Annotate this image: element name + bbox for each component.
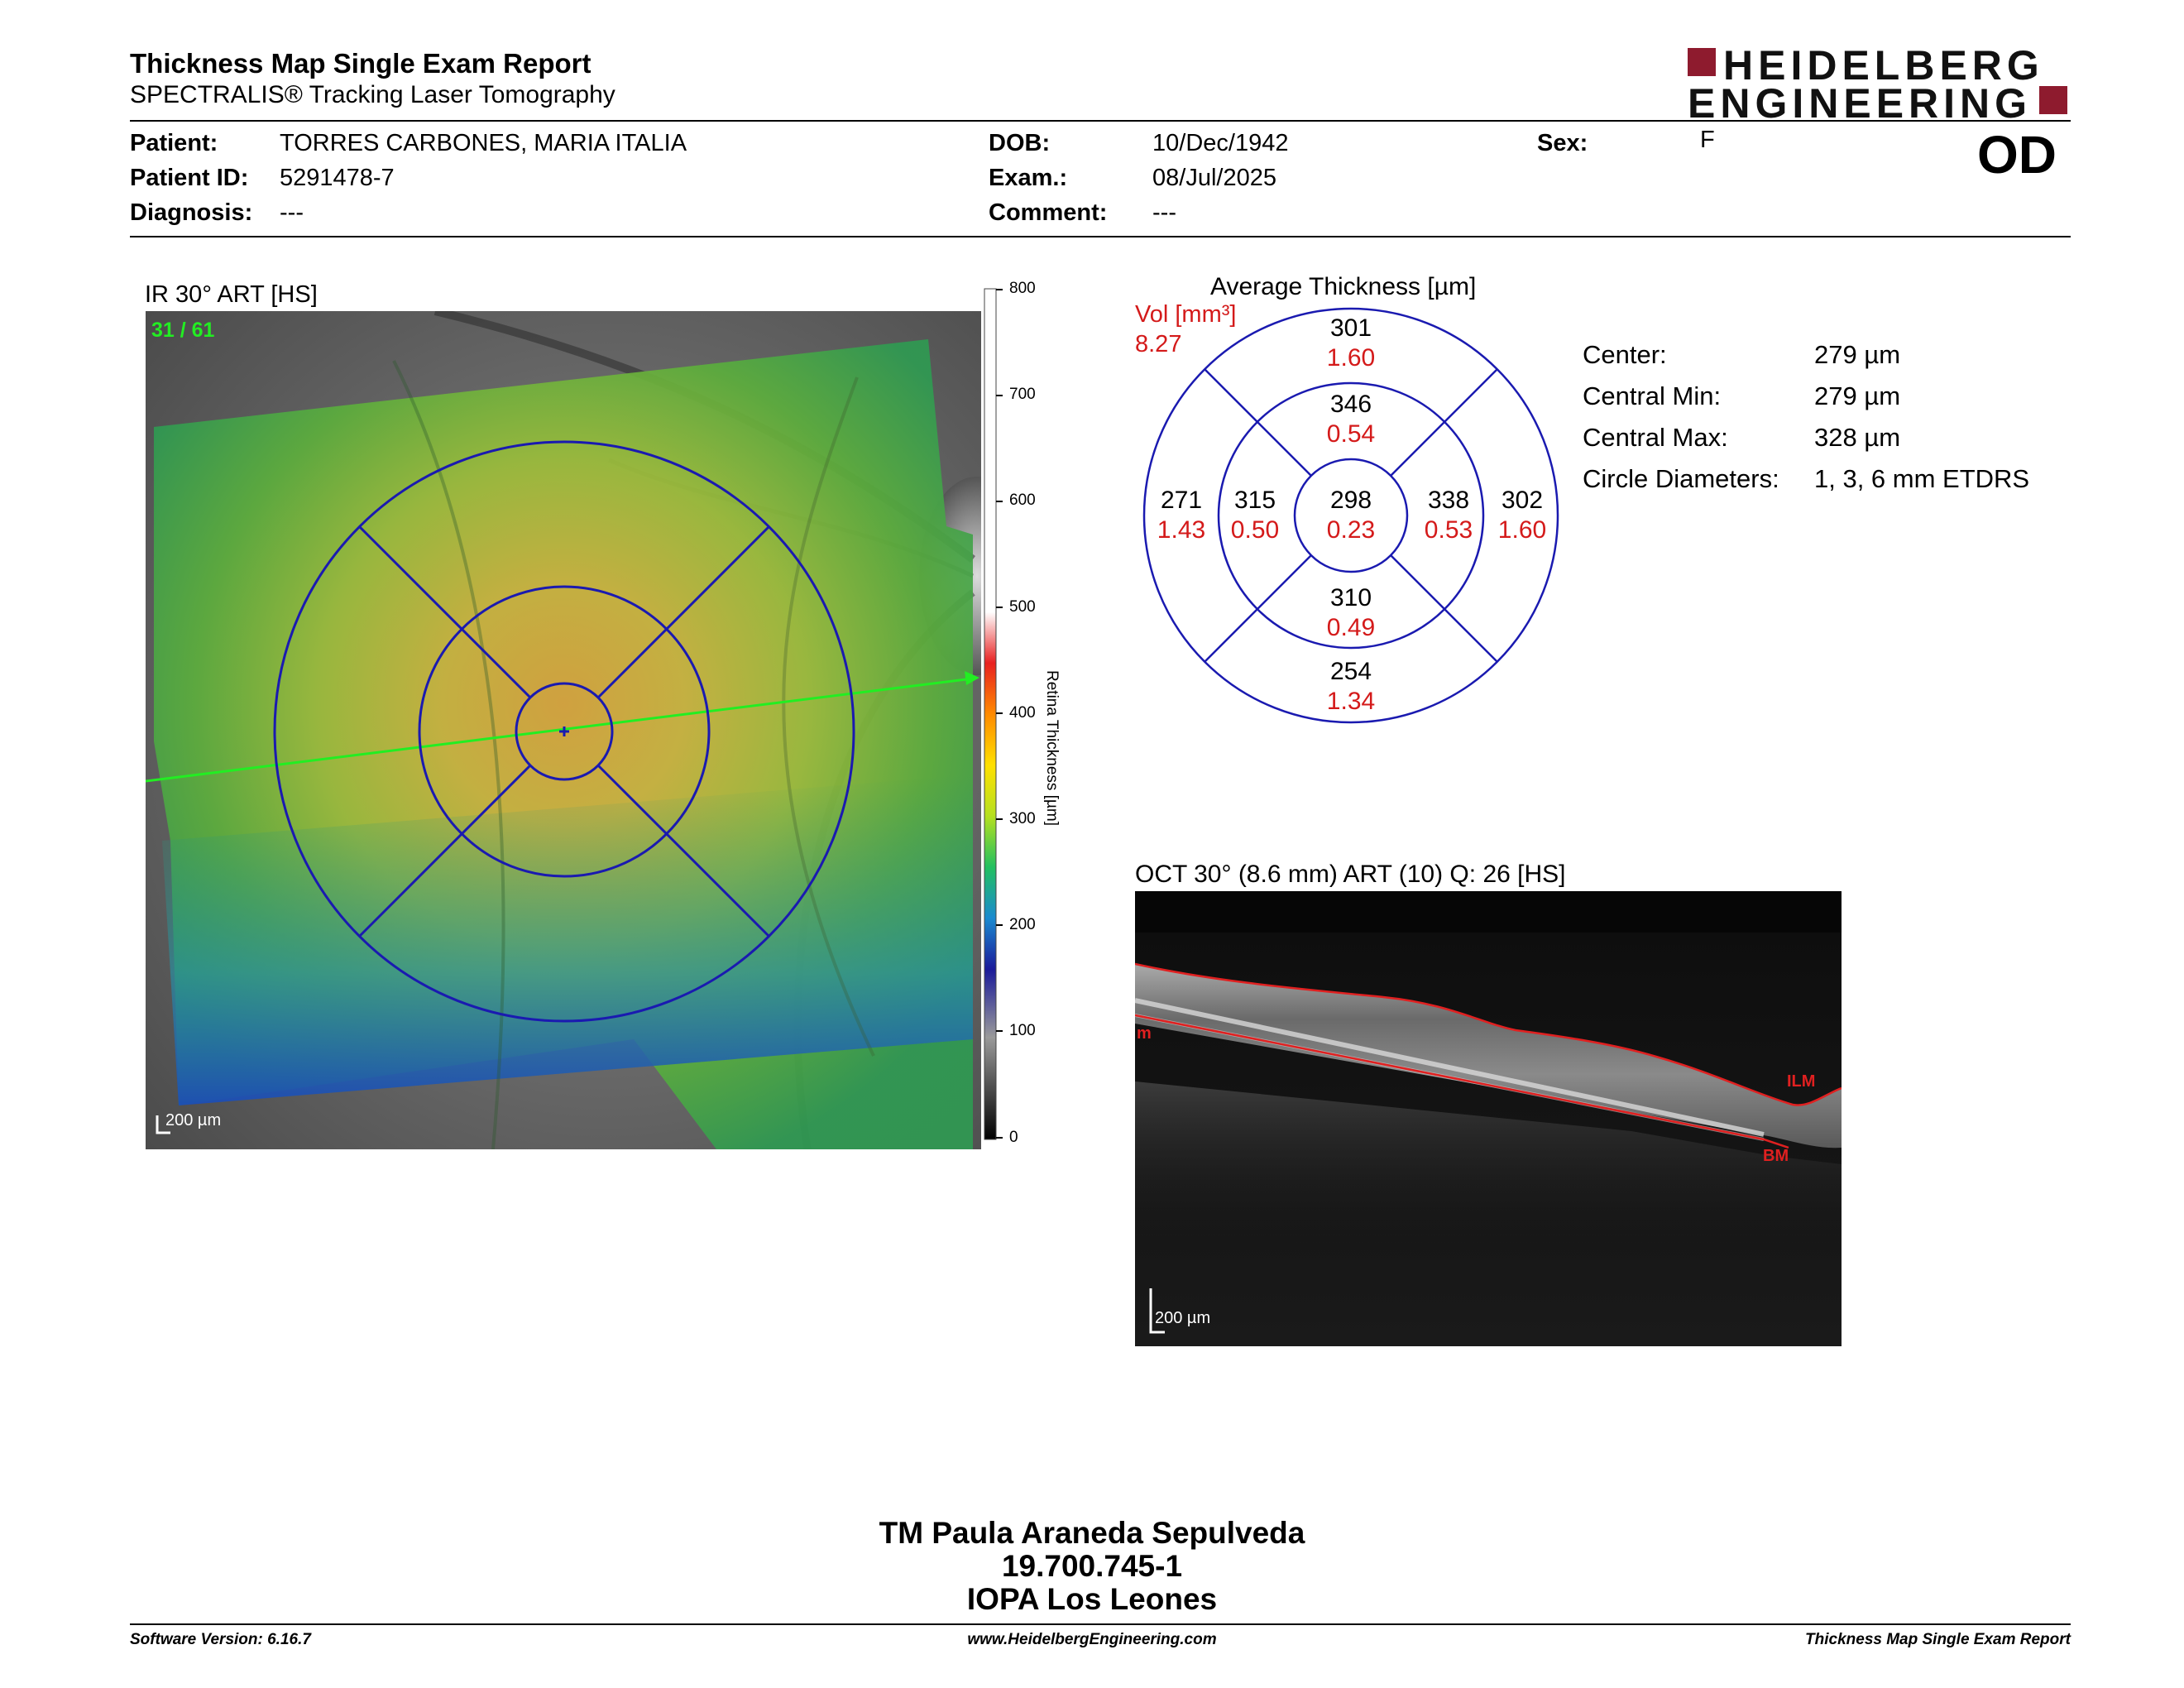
colorbar-tick-label: 400 [1009,704,1036,722]
etdrs-inner-superior-thickness: 346 [1329,391,1372,418]
report-title: Thickness Map Single Exam Report [130,48,592,79]
exam-label: Exam.: [989,165,1068,191]
etdrs-inner-nasal-volume: 0.53 [1424,516,1473,544]
sex-label: Sex: [1537,130,1588,156]
thickness-map-image [146,311,981,1149]
website-link[interactable]: www.HeidelbergEngineering.com [967,1631,1217,1648]
colorbar-label-wrap: Retina Thickness [µm] [1038,629,1066,877]
colorbar-tick-label: 300 [1009,810,1036,827]
colorbar-tick-label: 500 [1009,598,1036,616]
vol-total: 8.27 [1135,331,1182,357]
etdrs-outer-nasal-thickness: 302 [1501,487,1544,514]
bm-label: BM [1763,1147,1789,1165]
footer-report-name: Thickness Map Single Exam Report [1805,1631,2071,1648]
colorbar-tick-label: 0 [1009,1129,1018,1146]
oct-caption: OCT 30° (8.6 mm) ART (10) Q: 26 [HS] [1135,861,1566,888]
etdrs-center-thickness: 298 [1329,487,1372,514]
oct-scale-bar-label: 200 µm [1155,1309,1211,1327]
patient-id: 5291478-7 [280,165,395,191]
comment-label: Comment: [989,199,1108,226]
colorbar-tick-label: 100 [1009,1022,1036,1039]
etdrs-outer-inferior-volume: 1.34 [1326,688,1376,715]
patient-name: TORRES CARBONES, MARIA ITALIA [280,130,687,156]
diagnosis-label: Diagnosis: [130,199,253,226]
dob-label: DOB: [989,130,1051,156]
stat-value: 328 µm [1814,423,1901,452]
etdrs-inner-nasal-thickness: 338 [1427,487,1470,514]
stat-value: 279 µm [1814,340,1901,369]
ir-caption: IR 30° ART [HS] [145,281,318,308]
report-subtitle: SPECTRALIS® Tracking Laser Tomography [130,81,615,108]
stat-value: 279 µm [1814,381,1901,410]
signer-name: TM Paula Araneda Sepulveda [879,1516,1305,1550]
stat-label: Central Min: [1583,381,1722,410]
patient-name-label: Patient: [130,130,218,156]
vol-label: Vol [mm³] [1135,301,1237,328]
signer-institution: IOPA Los Leones [966,1582,1218,1616]
colorbar-tick-label: 200 [1009,916,1036,933]
software-version: Software Version: 6.16.7 [130,1631,311,1648]
footer-divider [130,1623,2071,1625]
ilm-label: ILM [1787,1072,1816,1091]
etdrs-outer-temporal-thickness: 271 [1160,487,1203,514]
patient-id-label: Patient ID: [130,165,249,191]
comment-value: --- [1152,199,1176,226]
etdrs-center-volume: 0.23 [1326,516,1376,544]
etdrs-inner-inferior-thickness: 310 [1329,584,1372,611]
etdrs-outer-temporal-volume: 1.43 [1157,516,1206,544]
colorbar-tick-label: 800 [1009,280,1036,297]
stat-value: 1, 3, 6 mm ETDRS [1814,464,2030,493]
etdrs-outer-superior-thickness: 301 [1329,314,1372,342]
etdrs-grid [1142,307,1559,724]
dob-value: 10/Dec/1942 [1152,130,1289,156]
header-divider [130,120,2071,122]
colorbar-tick-label: 600 [1009,492,1036,509]
etdrs-outer-inferior-thickness: 254 [1329,658,1372,685]
colorbar-label: Retina Thickness [µm] [1043,670,1061,826]
signer-id: 19.700.745-1 [1001,1549,1183,1583]
etdrs-outer-superior-volume: 1.60 [1326,344,1376,372]
colorbar-tick-label: 700 [1009,386,1036,403]
etdrs-inner-temporal-volume: 0.50 [1230,516,1280,544]
patient-divider [130,236,2071,237]
stat-label: Center: [1583,340,1667,369]
frame-counter: 31 / 61 [151,319,215,342]
etdrs-outer-nasal-volume: 1.60 [1497,516,1547,544]
eye-indicator: OD [1977,125,2057,185]
etdrs-inner-superior-volume: 0.54 [1326,420,1376,448]
stat-label: Circle Diameters: [1583,464,1779,493]
etdrs-inner-temporal-thickness: 315 [1233,487,1276,514]
exam-value: 08/Jul/2025 [1152,165,1276,191]
sex-value: F [1700,127,1715,153]
oct-bscan-image [1135,891,1842,1346]
company-logo: HEIDELBERG ENGINEERING [1684,42,2072,127]
thickness-colorbar [984,288,1003,1140]
stat-label: Central Max: [1583,423,1728,452]
etdrs-inner-inferior-volume: 0.49 [1326,614,1376,641]
diagnosis-value: --- [280,199,304,226]
oct-m-label: m [1137,1024,1152,1043]
ir-scale-bar-label: 200 µm [165,1111,222,1129]
etdrs-title: Average Thickness [µm] [1210,273,1477,300]
